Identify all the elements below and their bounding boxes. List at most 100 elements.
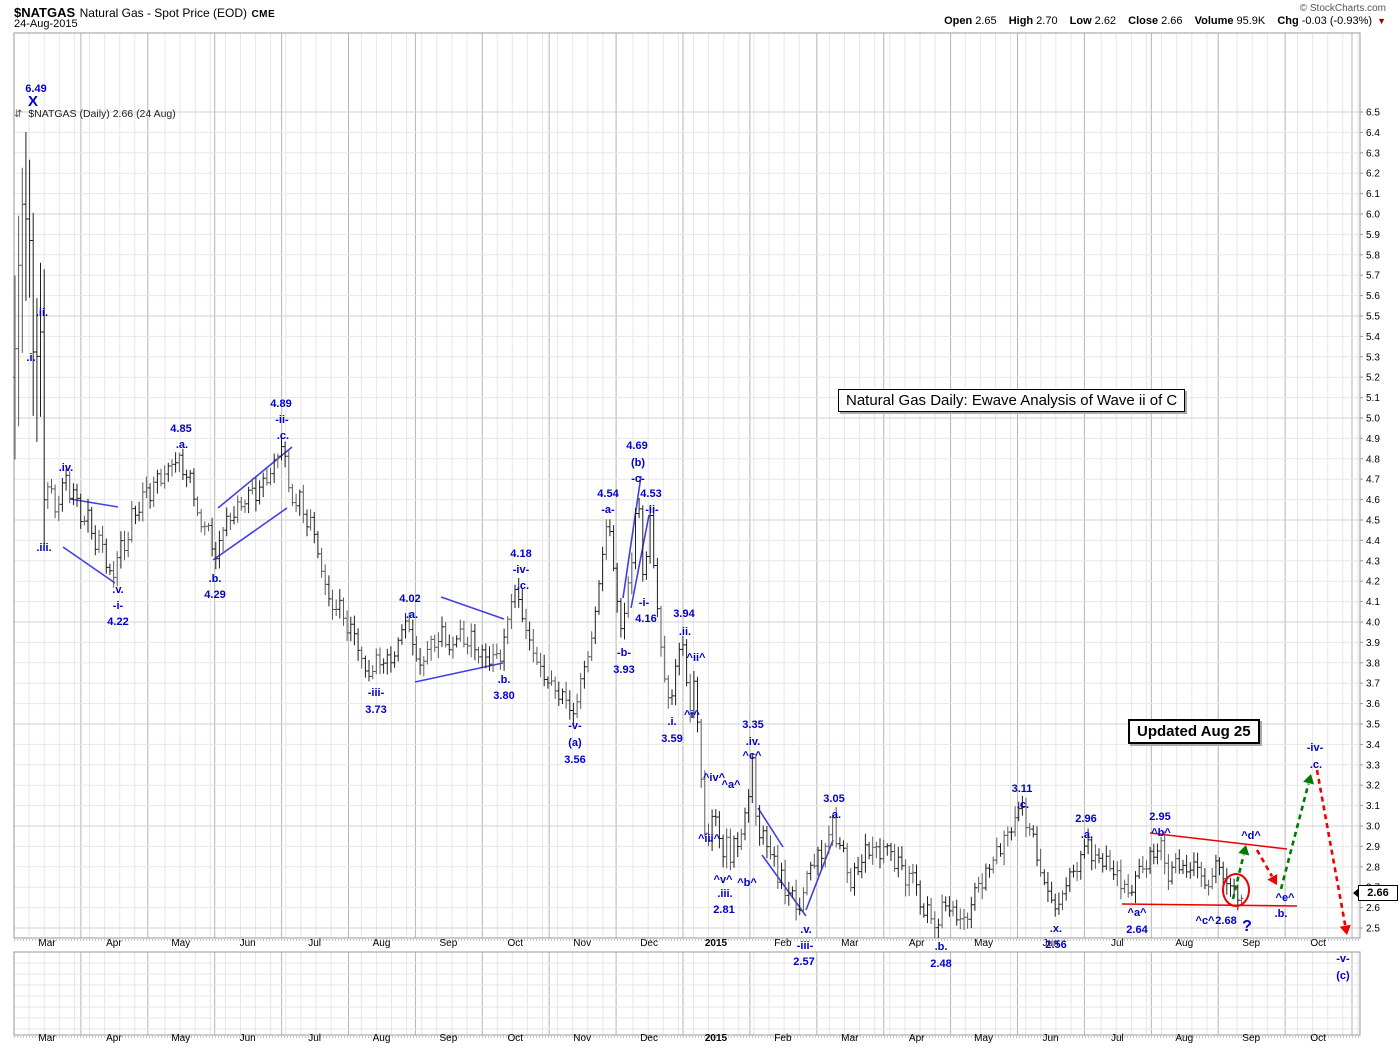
y-tick-label: 4.4	[1366, 536, 1380, 547]
wave-label: 3.94	[673, 608, 695, 620]
y-tick-label: 6.3	[1366, 148, 1380, 159]
x-month-label: Nov	[573, 1033, 591, 1044]
volume-label: Volume	[1194, 15, 1234, 27]
wave-label: .b.	[498, 674, 511, 686]
wave-label: ^i^	[684, 709, 700, 721]
x-month-label: Aug	[373, 938, 391, 949]
wave-label: ^d^	[1241, 830, 1261, 842]
arrowhead-icon	[1339, 924, 1351, 935]
wave-label: -c-	[631, 473, 645, 485]
y-tick-label: 4.2	[1366, 577, 1380, 588]
y-tick-label: 5.7	[1366, 271, 1380, 282]
y-tick-label: 3.9	[1366, 638, 1380, 649]
wave-label: (a)	[568, 737, 582, 749]
y-tick-label: 5.6	[1366, 291, 1380, 302]
wave-label: 4.54	[597, 488, 619, 500]
x-month-label: 2015	[705, 1033, 728, 1044]
updated-annotation: Updated Aug 25	[1128, 719, 1260, 744]
wave-label: -iv-	[513, 564, 530, 576]
wave-label: .b.	[209, 573, 222, 585]
y-tick-label: 5.5	[1366, 312, 1380, 323]
x-month-label: Dec	[640, 938, 658, 949]
x-month-label: Jun	[1042, 938, 1058, 949]
wave-label: .v.	[800, 924, 811, 936]
wave-label: .x.	[1050, 923, 1062, 935]
x-month-label: May	[171, 938, 190, 949]
y-tick-label: 5.9	[1366, 230, 1380, 241]
wave-label: 3.73	[365, 704, 386, 716]
wave-label: 4.85	[170, 423, 191, 435]
x-month-label: 2015	[705, 938, 728, 949]
y-tick-label: 4.1	[1366, 597, 1380, 608]
volume-value: 95.9K	[1236, 15, 1266, 27]
change-value: -0.03 (-0.93%)	[1301, 15, 1373, 27]
open-value: 2.65	[975, 15, 997, 27]
wave-label: ^e^	[1276, 892, 1296, 904]
wave-label: X	[28, 93, 38, 110]
wave-label: -a-	[601, 504, 615, 516]
chart-date: 24-Aug-2015	[14, 18, 78, 30]
wave-label: 4.22	[107, 616, 128, 628]
x-month-label: Jun	[1042, 1033, 1058, 1044]
blue-trendlines	[62, 446, 834, 917]
projection-arrows	[1231, 769, 1351, 935]
wave-label: ^ii^	[687, 652, 707, 664]
y-tick-label: 2.6	[1366, 903, 1380, 914]
x-month-label: Apr	[909, 1033, 925, 1044]
wave-label: .ii.	[679, 626, 691, 638]
y-tick-label: 5.0	[1366, 414, 1380, 425]
x-month-label: Jul	[1111, 1033, 1124, 1044]
high-value: 2.70	[1036, 15, 1058, 27]
wave-label: ?	[1242, 918, 1252, 935]
chart-header: $NATGAS Natural Gas - Spot Price (EOD) C…	[14, 4, 275, 22]
chart-grid	[13, 33, 1360, 1035]
wave-label: 3.05	[823, 793, 844, 805]
wave-label: 2.48	[930, 958, 951, 970]
x-month-label: May	[974, 938, 993, 949]
close-value: 2.66	[1161, 15, 1183, 27]
y-tick-label: 4.0	[1366, 618, 1380, 629]
x-month-label: Aug	[373, 1033, 391, 1044]
wave-label: 3.56	[564, 754, 585, 766]
x-month-label: Jul	[1111, 938, 1124, 949]
y-tick-label: 4.6	[1366, 495, 1380, 506]
y-tick-label: 2.9	[1366, 842, 1380, 853]
wave-label: -i-	[113, 600, 124, 612]
open-label: Open	[944, 15, 973, 27]
x-month-label: Jul	[308, 1033, 321, 1044]
wave-label: 4.18	[510, 548, 531, 560]
x-month-label: Dec	[640, 1033, 658, 1044]
x-month-label: Apr	[909, 938, 925, 949]
x-month-label: Mar	[841, 1033, 859, 1044]
wave-label: -iii-	[368, 687, 385, 699]
wave-label: -iv-	[1307, 742, 1324, 754]
red-trendlines	[1121, 832, 1298, 907]
wave-label: 3.93	[613, 664, 634, 676]
wave-label: .v.	[112, 584, 123, 596]
x-month-label: Aug	[1175, 938, 1193, 949]
y-tick-label: 6.2	[1366, 169, 1380, 180]
y-tick-label: 6.4	[1366, 128, 1380, 139]
y-tick-label: 3.0	[1366, 822, 1380, 833]
symbol-label: $NATGAS	[14, 5, 76, 20]
wave-label: 2.56	[1045, 939, 1066, 951]
y-tick-label: 5.2	[1366, 373, 1380, 384]
y-tick-label: 6.1	[1366, 189, 1380, 200]
wave-label: 4.16	[635, 613, 656, 625]
wave-label: -b-	[617, 647, 631, 659]
y-tick-label: 2.8	[1366, 862, 1380, 873]
wave-label: ^b^	[737, 877, 757, 889]
wave-label: .ii.	[36, 307, 48, 319]
x-month-label: May	[974, 1033, 993, 1044]
x-month-label: Jun	[240, 938, 256, 949]
y-tick-label: 3.4	[1366, 740, 1380, 751]
y-tick-label: 4.7	[1366, 475, 1380, 486]
wave-label: 4.29	[204, 589, 225, 601]
wave-label: .i.	[26, 352, 35, 364]
x-month-label: Oct	[1310, 938, 1326, 949]
y-tick-label: 4.9	[1366, 434, 1380, 445]
wave-label: .i.	[667, 716, 676, 728]
wave-label: .b.	[1275, 908, 1288, 920]
wave-label: .a.	[1081, 829, 1093, 841]
x-month-label: Oct	[1310, 1033, 1326, 1044]
